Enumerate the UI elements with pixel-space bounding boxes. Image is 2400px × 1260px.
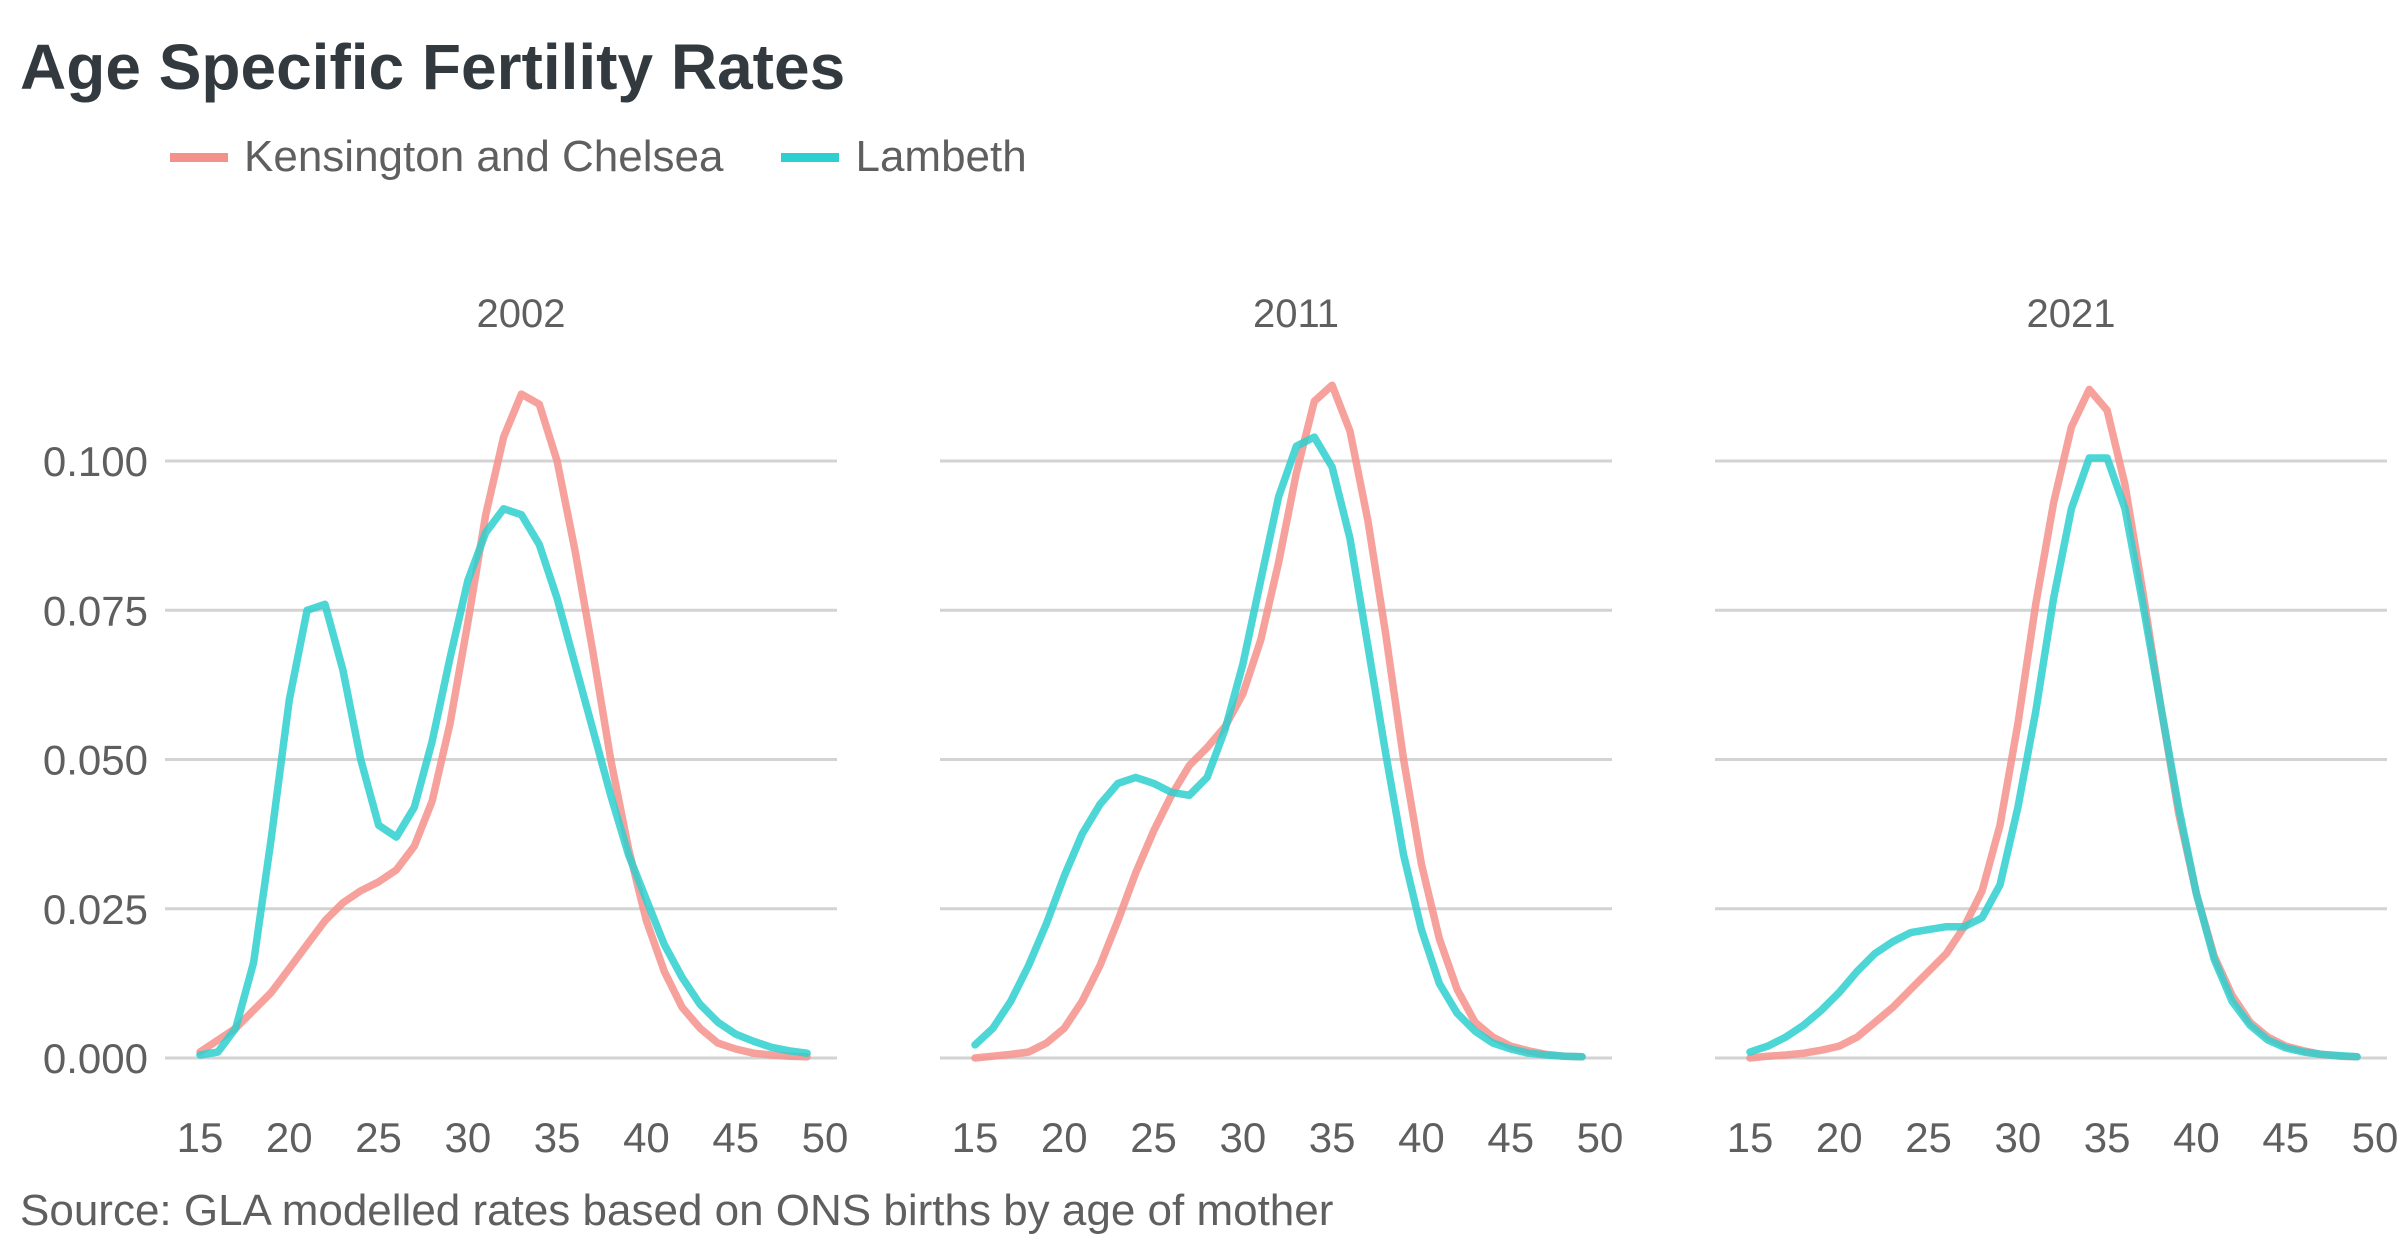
legend-label-kensington: Kensington and Chelsea: [244, 132, 724, 181]
x-tick-label: 15: [177, 1114, 224, 1161]
y-tick-label: 0.075: [43, 587, 148, 634]
x-tick-label: 15: [1727, 1114, 1774, 1161]
x-tick-label: 20: [266, 1114, 313, 1161]
y-tick-label: 0.100: [43, 438, 148, 485]
x-tick-label: 35: [534, 1114, 581, 1161]
y-tick-label: 0.050: [43, 737, 148, 784]
x-tick-label: 35: [1309, 1114, 1356, 1161]
x-tick-label: 40: [2173, 1114, 2220, 1161]
chart-source-note: Source: GLA modelled rates based on ONS …: [20, 1186, 1334, 1235]
series-line-kensington-2011: [971, 381, 1586, 1062]
y-tick-label: 0.000: [43, 1035, 148, 1082]
x-tick-label: 45: [1487, 1114, 1534, 1161]
legend-item-lambeth: Lambeth: [781, 132, 1027, 182]
x-tick-label: 15: [952, 1114, 999, 1161]
series-line-kensington-2002: [196, 390, 811, 1061]
x-tick-label: 25: [1905, 1114, 1952, 1161]
panel-title-2002: 2002: [477, 292, 566, 336]
series-line-lambeth-2011: [971, 433, 1586, 1061]
panel-title-2021: 2021: [2027, 292, 2116, 336]
legend-swatch-lambeth: [781, 152, 840, 162]
x-tick-label: 30: [1219, 1114, 1266, 1161]
x-tick-label: 40: [1398, 1114, 1445, 1161]
legend-item-kensington: Kensington and Chelsea: [170, 132, 723, 182]
x-tick-label: 25: [355, 1114, 402, 1161]
x-tick-label: 50: [802, 1114, 849, 1161]
panel-title-2011: 2011: [1253, 292, 1339, 336]
x-tick-label: 50: [1577, 1114, 1624, 1161]
page-title: Age Specific Fertility Rates: [20, 31, 846, 103]
legend-label-lambeth: Lambeth: [855, 132, 1027, 181]
x-tick-label: 30: [444, 1114, 491, 1161]
x-tick-label: 35: [2084, 1114, 2131, 1161]
x-tick-label: 20: [1816, 1114, 1863, 1161]
x-tick-label: 50: [2352, 1114, 2399, 1161]
series-line-kensington-2021: [1746, 385, 2361, 1062]
x-tick-label: 45: [712, 1114, 759, 1161]
y-tick-label: 0.025: [43, 886, 148, 933]
series-line-lambeth-2002: [196, 505, 811, 1059]
x-tick-label: 30: [1994, 1114, 2041, 1161]
chart-legend: Kensington and Chelsea Lambeth: [170, 132, 1085, 182]
series-line-lambeth-2021: [1746, 454, 2361, 1061]
x-tick-label: 45: [2262, 1114, 2309, 1161]
x-tick-label: 40: [623, 1114, 670, 1161]
x-tick-label: 25: [1130, 1114, 1177, 1161]
x-tick-label: 20: [1041, 1114, 1088, 1161]
legend-swatch-kensington: [170, 152, 228, 162]
